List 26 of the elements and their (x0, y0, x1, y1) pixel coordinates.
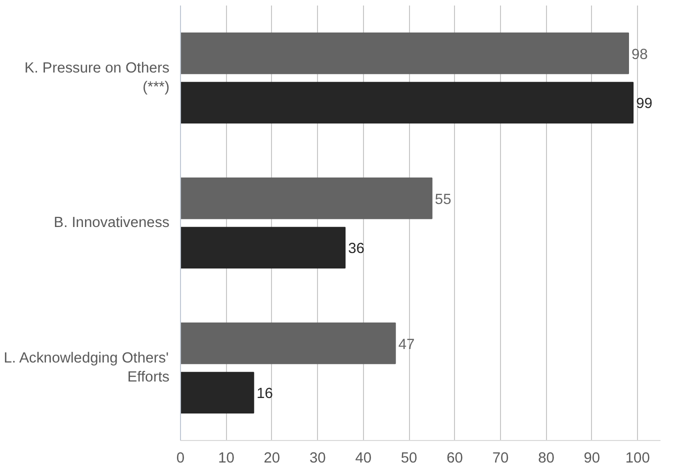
x-tick-label: 10 (218, 450, 234, 466)
data-label: 16 (256, 386, 273, 402)
bar (180, 32, 629, 74)
y-tick-label: K. Pressure on Others (***) (24, 60, 170, 96)
bar (180, 372, 254, 414)
x-tick-label: 0 (176, 450, 185, 466)
x-tick-label: 20 (264, 450, 280, 466)
data-label: 99 (636, 96, 652, 112)
y-tick-label: L. Acknowledging Others' Efforts (4, 350, 170, 386)
x-tick-label: 70 (492, 450, 509, 466)
x-tick-label: 30 (309, 450, 326, 466)
x-tick-label: 50 (400, 450, 418, 466)
data-label: 36 (348, 241, 364, 258)
x-tick-label: 80 (538, 450, 554, 466)
bar (180, 178, 432, 220)
bar (180, 322, 396, 364)
x-tick-label: 60 (446, 450, 463, 466)
y-tick-label: B. Innovativeness (54, 215, 170, 231)
data-label: 98 (632, 46, 648, 63)
bar (180, 82, 634, 124)
data-label: 55 (434, 192, 452, 208)
x-tick-label: 40 (355, 450, 372, 466)
bar (180, 226, 346, 268)
x-tick-label: 100 (625, 450, 650, 466)
x-tick-label: 90 (584, 450, 600, 466)
data-label: 47 (398, 336, 415, 353)
